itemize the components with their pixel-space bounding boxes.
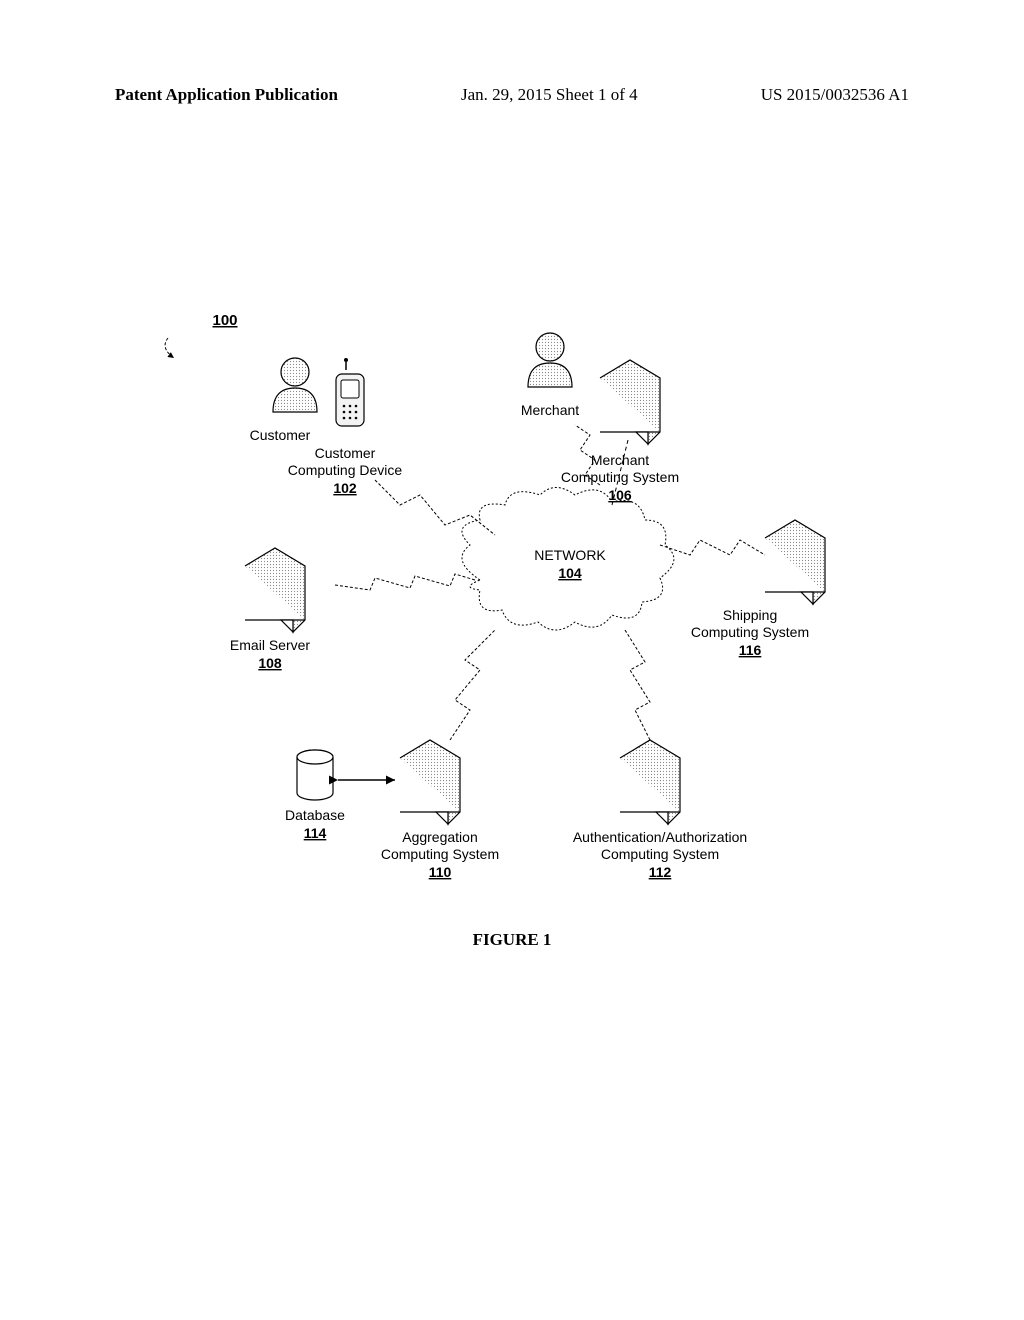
merchant-sys-label2: Computing System [561, 469, 679, 485]
aggregation-ref: 110 [429, 864, 452, 880]
figure-caption: FIGURE 1 [0, 930, 1024, 950]
network-label: NETWORK [534, 547, 606, 563]
customer-group: Customer Customer Computing Device 102 [250, 358, 403, 496]
network-diagram: 100 NETWORK 104 Customer Customer Comput… [150, 310, 900, 930]
network-cloud: NETWORK 104 [462, 488, 674, 631]
header-date: Jan. 29, 2015 Sheet 1 of 4 [461, 85, 638, 105]
merchant-sys-label1: Merchant [591, 452, 649, 468]
customer-label: Customer [250, 427, 311, 443]
aggregation-label2: Computing System [381, 846, 499, 862]
shipping-ref: 116 [739, 642, 762, 658]
merchant-label: Merchant [521, 402, 579, 418]
ref-arrow-100 [165, 338, 174, 358]
email-ref: 108 [258, 655, 282, 671]
auth-label2: Computing System [601, 846, 719, 862]
customer-device-label1: Customer [315, 445, 376, 461]
shipping-label2: Computing System [691, 624, 809, 640]
auth-group: Authentication/Authorization Computing S… [573, 740, 747, 880]
email-label: Email Server [230, 637, 310, 653]
page-header: Patent Application Publication Jan. 29, … [0, 85, 1024, 105]
shipping-group: Shipping Computing System 116 [691, 520, 825, 658]
aggregation-label1: Aggregation [402, 829, 478, 845]
customer-device-ref: 102 [333, 480, 357, 496]
header-docnum: US 2015/0032536 A1 [761, 85, 909, 105]
database-label: Database [285, 807, 345, 823]
auth-ref: 112 [649, 864, 672, 880]
database-group: Database 114 [285, 750, 395, 841]
merchant-group: Merchant Merchant Computing System 106 [521, 333, 679, 503]
header-publication: Patent Application Publication [115, 85, 338, 105]
database-ref: 114 [304, 825, 327, 841]
merchant-sys-ref: 106 [608, 487, 632, 503]
link-aggregation [450, 630, 495, 740]
email-group: Email Server 108 [230, 548, 310, 671]
system-ref-100: 100 [212, 312, 237, 329]
network-ref: 104 [558, 565, 582, 581]
shipping-label1: Shipping [723, 607, 778, 623]
link-email [335, 574, 475, 590]
auth-label1: Authentication/Authorization [573, 829, 747, 845]
customer-device-label2: Computing Device [288, 462, 403, 478]
aggregation-group: Aggregation Computing System 110 [381, 740, 499, 880]
link-auth [625, 630, 650, 740]
link-shipping [660, 540, 765, 555]
